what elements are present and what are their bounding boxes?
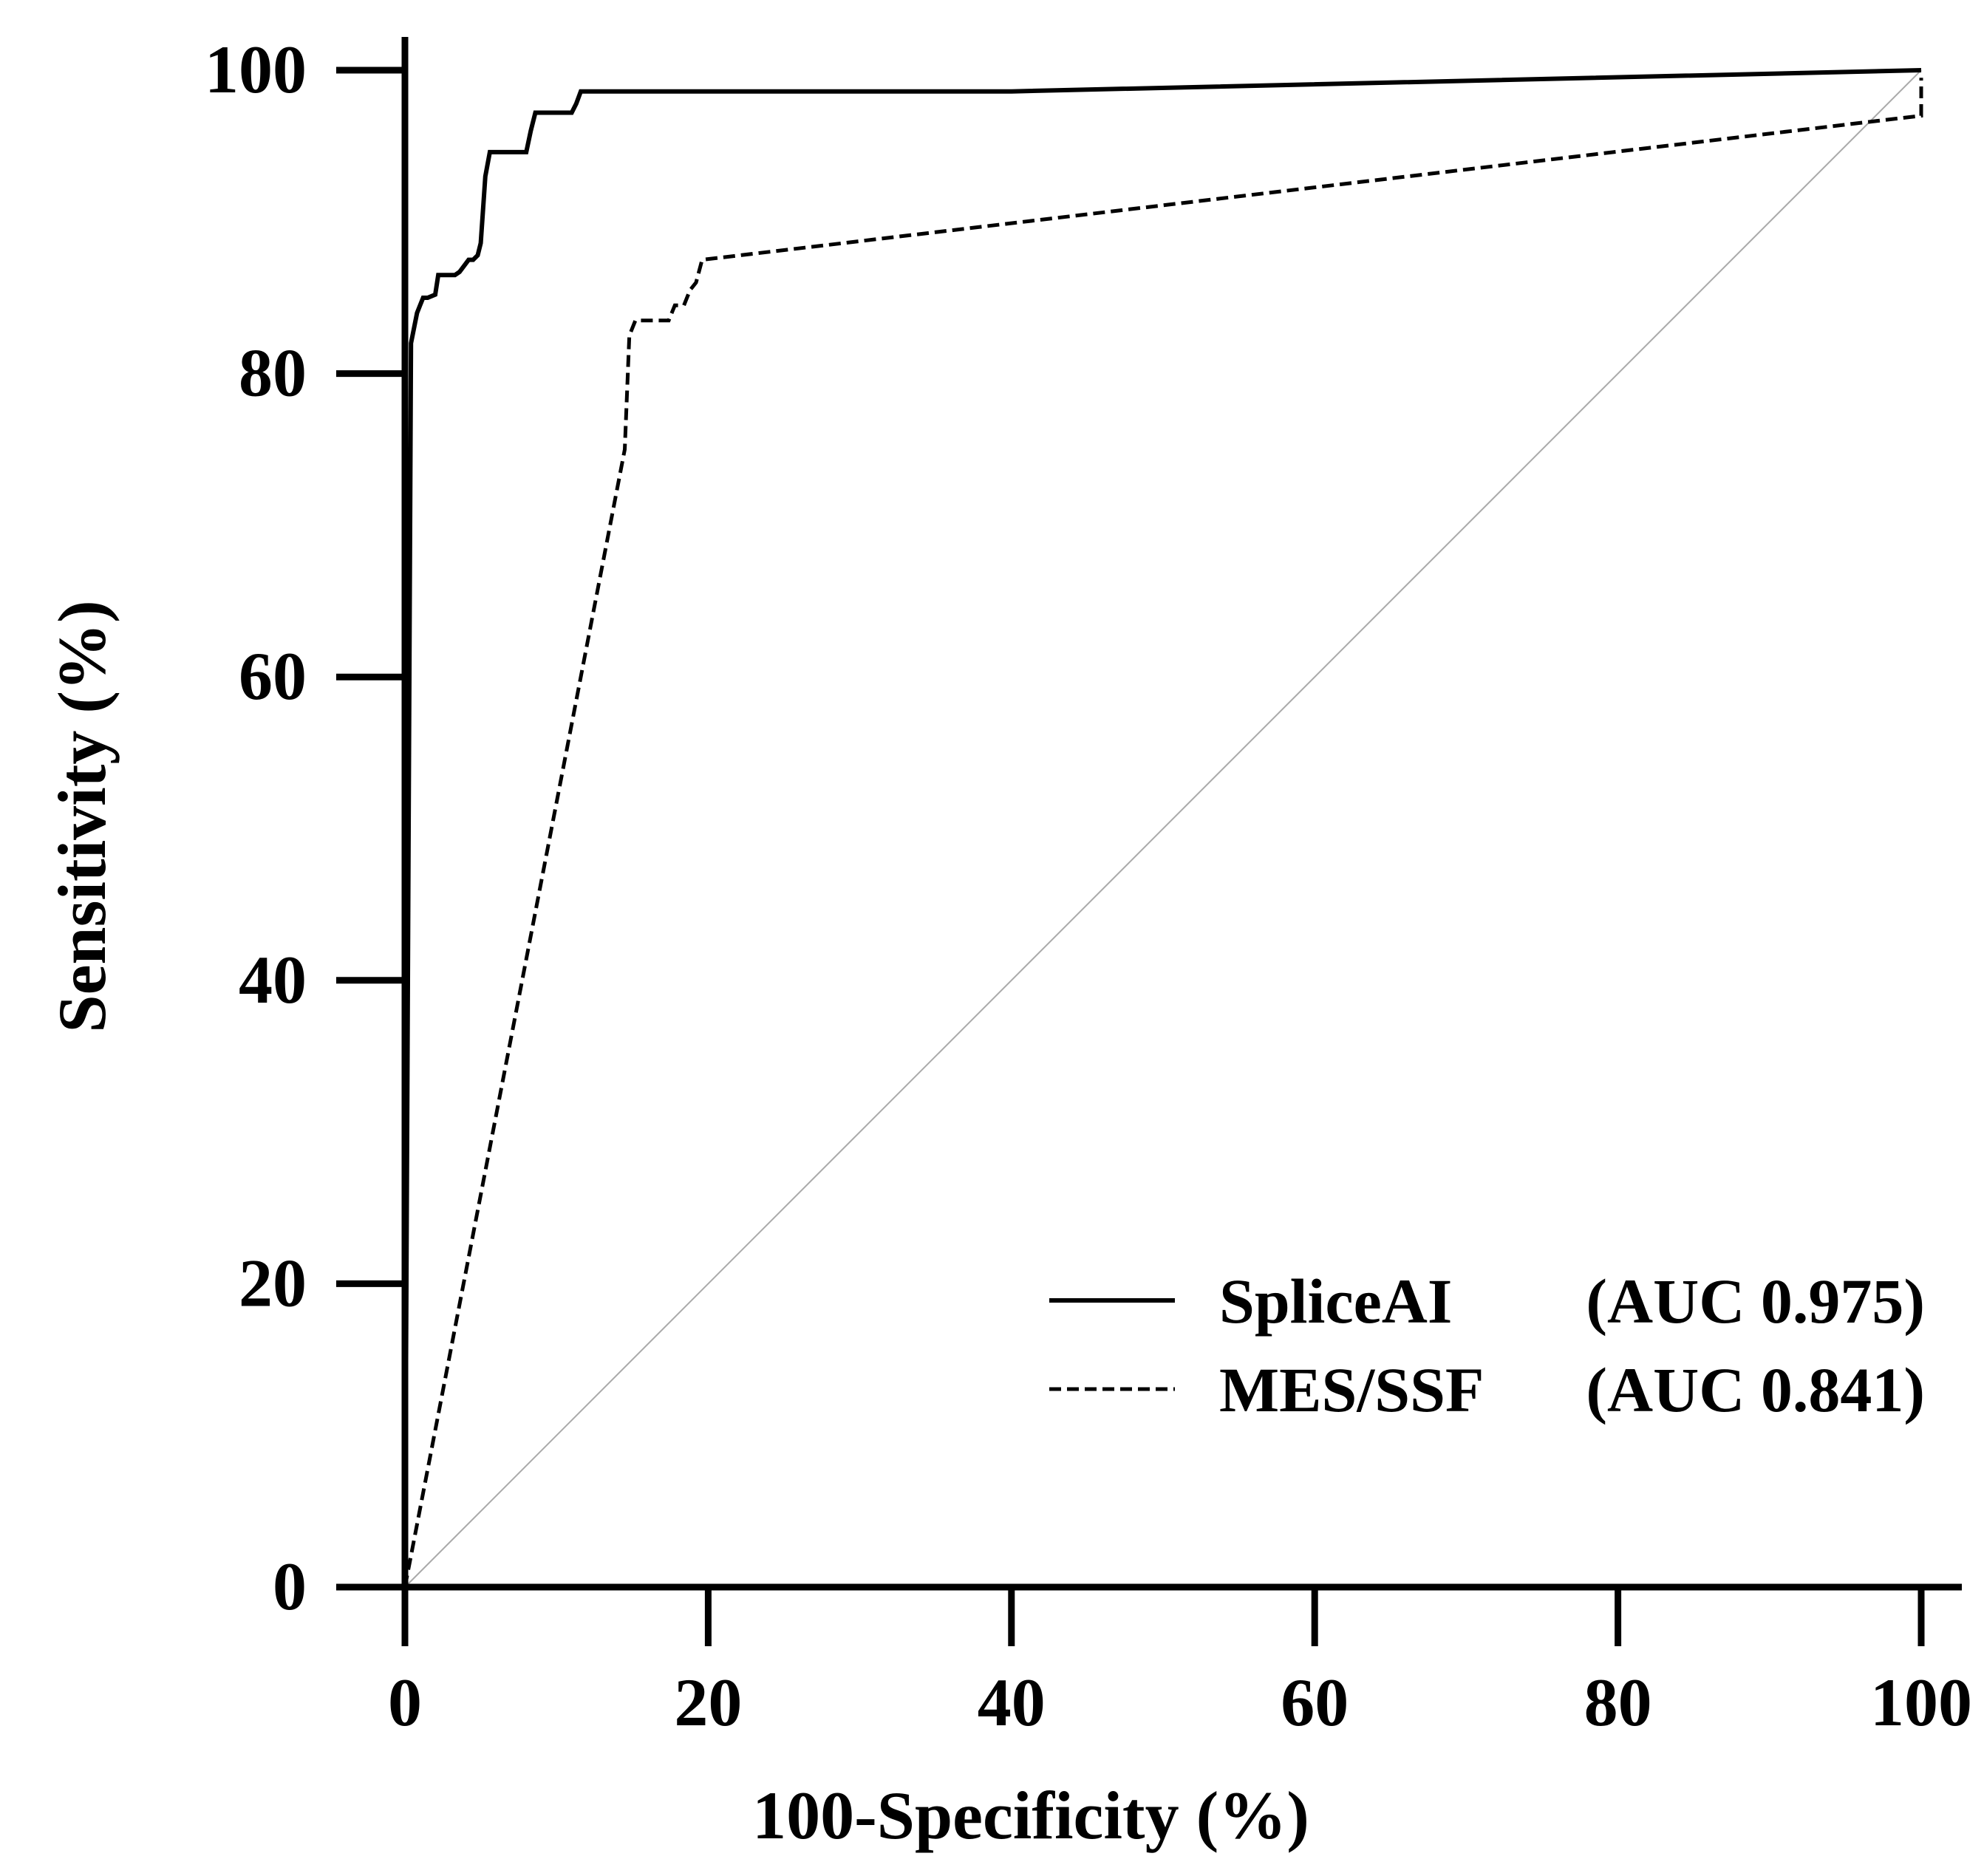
y-tick-label: 80 [239,335,307,411]
legend-auc-spliceai: (AUC 0.975) [1586,1266,1925,1337]
x-tick-label: 40 [978,1665,1046,1740]
y-tick-label: 60 [239,638,307,714]
x-axis-title: 100-Specificity (%) [752,1778,1309,1853]
legend-auc-mes-ssf: (AUC 0.841) [1586,1354,1925,1425]
series-line-mes-ssf [403,78,1923,1588]
legend-label-mes-ssf: MES/SSF [1219,1354,1484,1425]
ticks: 0 20 40 60 80 100 0 20 40 60 80 100 [205,32,1972,1740]
x-tick-label: 60 [1281,1665,1349,1740]
x-tick-label: 80 [1584,1665,1652,1740]
y-tick-label: 20 [239,1245,307,1320]
axes [336,37,1962,1609]
legend: SpliceAI (AUC 0.975) MES/SSF (AUC 0.841) [1049,1266,1925,1425]
x-tick-label: 100 [1870,1665,1972,1740]
x-tick-label: 20 [674,1665,742,1740]
x-tick-label: 0 [388,1665,422,1740]
y-tick-label: 40 [239,942,307,1017]
y-axis-title: Sensitivity (%) [44,600,120,1032]
series-line-spliceai [403,68,1922,1588]
y-tick-label: 0 [273,1549,307,1624]
plot-lines [403,68,1923,1588]
legend-label-spliceai: SpliceAI [1219,1266,1452,1337]
y-tick-label: 100 [205,32,307,107]
series-line-reference [404,69,1922,1588]
